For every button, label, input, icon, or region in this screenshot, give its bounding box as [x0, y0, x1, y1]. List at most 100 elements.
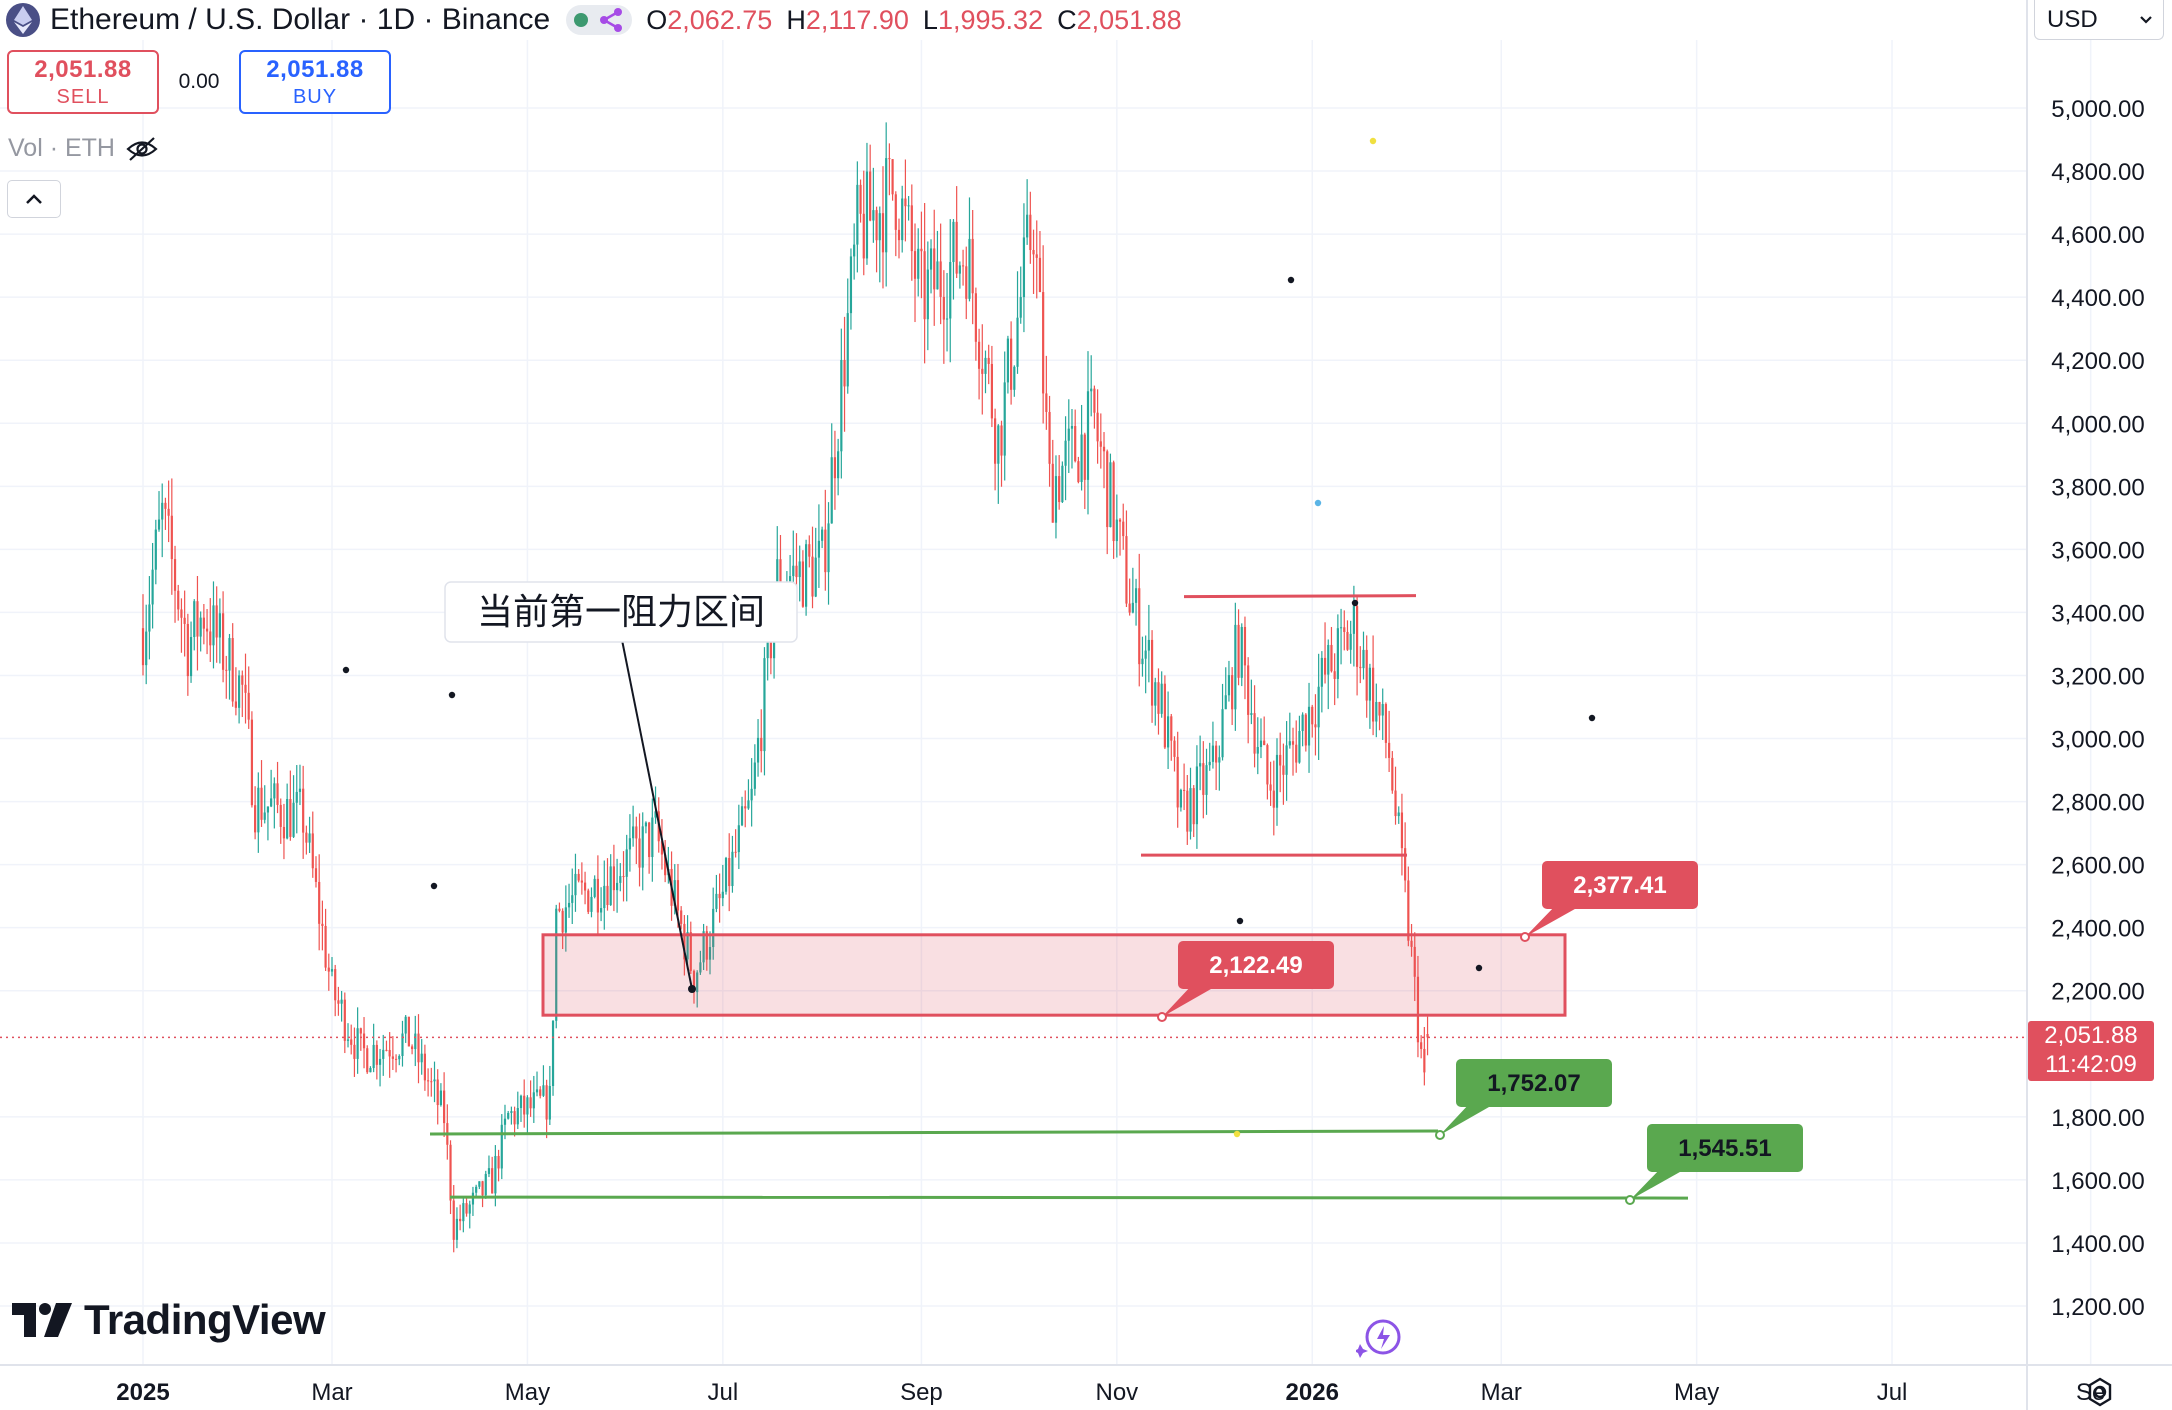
collapse-legend-button[interactable] — [7, 180, 61, 218]
candle-body — [366, 1048, 369, 1073]
drawings-layer[interactable]: 2,377.41 2,122.49 1,752.07 1,545.51 当前第一阻力区间 — [0, 137, 2027, 1205]
candle-body — [298, 788, 302, 792]
candle-body — [212, 605, 215, 646]
label-1752-pointer — [1440, 1103, 1496, 1135]
candle-body — [965, 266, 968, 299]
y-tick-label: 4,200.00 — [2051, 348, 2144, 375]
settings-icon[interactable] — [2084, 1376, 2116, 1408]
candle-body — [1211, 745, 1215, 762]
candle-body — [939, 261, 942, 297]
label-2377[interactable]: 2,377.41 — [1520, 861, 1698, 942]
candle-body — [1038, 257, 1042, 293]
candle-body — [769, 632, 772, 659]
candle-body — [648, 822, 651, 858]
buy-button[interactable]: 2,051.88 BUY — [239, 50, 391, 114]
resistance-callout[interactable]: 当前第一阻力区间 — [444, 581, 798, 993]
eye-off-icon[interactable] — [125, 136, 159, 162]
currency-select[interactable]: USD — [2034, 0, 2164, 40]
candle-body — [407, 1016, 410, 1047]
candle-body — [1237, 624, 1240, 678]
candle-body — [1150, 639, 1154, 706]
candle-body — [340, 999, 343, 1004]
candle-body — [971, 238, 974, 294]
candle-body — [324, 925, 327, 968]
candle-body — [1067, 428, 1070, 441]
candle-body — [616, 882, 619, 891]
candle-body — [1330, 644, 1333, 672]
candle-body — [1035, 254, 1038, 258]
range-top-line[interactable] — [1183, 594, 1417, 599]
label-2122[interactable]: 2,122.49 — [1157, 941, 1334, 1022]
ethereum-logo-icon — [6, 3, 40, 37]
candle-body — [1391, 757, 1394, 791]
candle-body — [173, 559, 177, 591]
label-1752[interactable]: 1,752.07 — [1435, 1059, 1612, 1140]
candle-body — [824, 529, 827, 573]
candle-body — [596, 878, 599, 913]
candle-body — [378, 1058, 382, 1065]
support-line-1[interactable] — [429, 1129, 1439, 1136]
trade-panel: 2,051.88 SELL 0.00 2,051.88 BUY — [7, 50, 391, 114]
candle-body — [1275, 754, 1279, 808]
y-tick-label: 2,400.00 — [2051, 916, 2144, 943]
candle-body — [1122, 521, 1125, 537]
candle-body — [1032, 249, 1035, 255]
candle-body — [987, 357, 990, 364]
candle-body — [878, 213, 881, 241]
candle-body — [593, 878, 596, 897]
candle-body — [1336, 628, 1339, 679]
candle-body — [737, 825, 740, 853]
candle-body — [276, 783, 279, 805]
market-status-pill[interactable] — [566, 5, 633, 35]
candle-body — [1134, 588, 1138, 603]
candle-body — [1042, 292, 1045, 394]
label-1545[interactable]: 1,545.51 — [1625, 1124, 1803, 1205]
candle-body — [955, 221, 958, 274]
candle-body — [523, 1095, 526, 1115]
last-price-tag: 2,051.88 11:42:09 — [2028, 1021, 2154, 1081]
candle-body — [314, 868, 318, 882]
candle-body — [651, 817, 654, 858]
label-2377-anchor — [1520, 932, 1530, 942]
buy-price: 2,051.88 — [266, 55, 364, 83]
drawing-dot — [1236, 917, 1244, 925]
candle-body — [551, 1020, 555, 1086]
candle-body — [949, 262, 952, 319]
candle-body — [907, 205, 910, 207]
symbol-title[interactable]: Ethereum / U.S. Dollar · 1D · Binance — [50, 3, 551, 36]
candle-body — [510, 1111, 513, 1113]
candle-body — [1054, 476, 1058, 523]
candle-body — [1080, 434, 1083, 483]
candle-body — [478, 1181, 481, 1187]
sell-button[interactable]: 2,051.88 SELL — [7, 50, 159, 114]
y-tick-label: 1,800.00 — [2051, 1105, 2144, 1132]
candle-body — [343, 999, 346, 1041]
candle-body — [1423, 1048, 1426, 1073]
y-tick-label: 4,400.00 — [2051, 285, 2144, 312]
y-tick-label: 4,800.00 — [2051, 159, 2144, 186]
candle-body — [273, 783, 276, 799]
candle-body — [1115, 519, 1118, 542]
candle-body — [359, 1028, 362, 1034]
candle-body — [1070, 426, 1074, 429]
candle-body — [705, 931, 708, 960]
y-tick-label: 3,000.00 — [2051, 727, 2144, 754]
candle-body — [619, 876, 622, 883]
candle-body — [218, 613, 221, 638]
candle-body — [436, 1079, 439, 1106]
candle-body — [869, 171, 872, 221]
support-line-2[interactable] — [449, 1195, 1689, 1200]
quick-action-icon[interactable] — [1356, 1318, 1402, 1360]
candle-body — [1003, 382, 1006, 456]
currency-value: USD — [2047, 5, 2098, 33]
y-tick-label: 1,200.00 — [2051, 1294, 2144, 1321]
tradingview-logo[interactable]: TradingView — [12, 1296, 326, 1344]
candle-body — [696, 972, 699, 993]
resistance-zone-rect[interactable] — [541, 933, 1567, 1017]
candle-body — [471, 1192, 475, 1205]
candle-body — [1157, 682, 1160, 714]
ohlc-high-key: H — [786, 4, 806, 35]
candle-body — [221, 613, 225, 670]
drawing-dot — [430, 882, 438, 890]
